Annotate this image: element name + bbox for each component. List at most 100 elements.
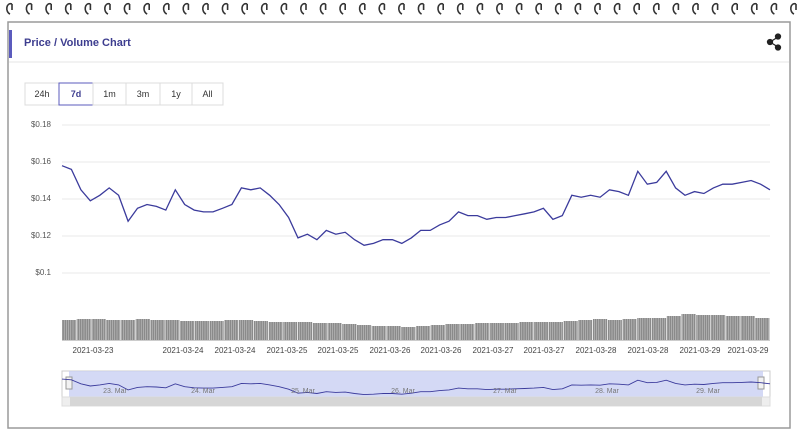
range-button[interactable]: 24h (24, 82, 60, 106)
binder-ring (652, 2, 660, 15)
volume-bar (430, 325, 445, 340)
volume-bar (150, 320, 165, 340)
x-tick-label: 2021-03-27 (473, 346, 514, 355)
price-line (61, 165, 771, 246)
button-label: All (202, 89, 212, 99)
binder-ring (202, 2, 209, 15)
binder-ring (613, 2, 621, 15)
navigator-label: 28. Mar (595, 388, 619, 395)
volume-bar (578, 320, 593, 340)
binder-ring (182, 2, 190, 15)
x-tick-label: 2021-03-26 (370, 346, 411, 355)
binder-ring (241, 2, 248, 15)
binder-ring (692, 2, 699, 15)
navigator-label: 27. Mar (493, 388, 517, 395)
volume-bar (696, 315, 711, 340)
binder-ring (162, 2, 170, 15)
volume-bar (711, 315, 726, 340)
volume-bar (165, 320, 180, 340)
binder-ring (260, 2, 268, 15)
binder-ring (574, 2, 582, 15)
y-tick-label: $0.18 (31, 120, 52, 129)
volume-bar (312, 323, 327, 340)
button-label: 1y (171, 89, 181, 99)
volume-bar (534, 322, 549, 340)
x-tick-label: 2021-03-27 (524, 346, 565, 355)
binder-ring (64, 2, 72, 15)
button-label: 1m (103, 89, 116, 99)
range-button[interactable]: 7d (58, 82, 94, 106)
range-button[interactable]: 1y (159, 82, 193, 106)
binder-ring (672, 2, 680, 15)
navigator-line (61, 378, 771, 396)
navigator-label: 25. Mar (291, 388, 315, 395)
binder-ring (731, 2, 738, 15)
button-label: 24h (34, 89, 49, 99)
volume-bar (91, 319, 106, 340)
y-tick-label: $0.1 (35, 268, 51, 277)
navigator-label: 23. Mar (103, 388, 127, 395)
range-button[interactable]: 1m (92, 82, 127, 106)
volume-bar (563, 321, 578, 340)
range-button[interactable]: 3m (125, 82, 161, 106)
binder-ring (554, 2, 562, 15)
binder-ring (750, 2, 758, 15)
volume-bar (342, 324, 357, 340)
binder-ring (515, 2, 523, 15)
binder-ring (378, 2, 386, 15)
binder-ring (25, 2, 33, 15)
navigator-label: 26. Mar (391, 388, 415, 395)
button-label: 3m (137, 89, 150, 99)
volume-bar (180, 321, 195, 340)
volume-bar (460, 324, 475, 340)
binder-ring (280, 2, 288, 15)
y-tick-label: $0.12 (31, 231, 52, 240)
button-label: 7d (71, 89, 82, 99)
volume-bar (62, 320, 77, 340)
share-icon[interactable] (766, 33, 782, 51)
scrollbar-thumb[interactable] (70, 397, 762, 406)
y-tick-label: $0.14 (31, 194, 52, 203)
binder-ring (123, 2, 131, 15)
binder-ring (711, 2, 719, 15)
binder-ring (221, 2, 229, 15)
binder-ring (319, 2, 327, 15)
binder-ring (535, 2, 542, 15)
binder-ring (339, 2, 346, 15)
button-box (191, 82, 224, 106)
navigator-label: 24. Mar (191, 388, 215, 395)
volume-bar (194, 321, 209, 340)
volume-bar (445, 324, 460, 340)
navigator-handle[interactable] (65, 376, 73, 390)
x-tick-label: 2021-03-24 (215, 346, 256, 355)
binder-ring (437, 2, 444, 15)
binder-ring (6, 2, 13, 15)
binder-ring (456, 2, 464, 15)
volume-bar (298, 322, 313, 340)
x-tick-label: 2021-03-29 (728, 346, 769, 355)
binder-ring (143, 2, 150, 15)
binder-ring (84, 2, 92, 15)
binder-ring (594, 2, 601, 15)
title-accent (9, 30, 12, 58)
binder-ring (476, 2, 484, 15)
volume-bar (652, 318, 667, 340)
x-tick-label: 2021-03-26 (421, 346, 462, 355)
y-tick-label: $0.16 (31, 157, 52, 166)
binder-ring (496, 2, 503, 15)
volume-bar (209, 321, 224, 340)
volume-bar (548, 322, 563, 340)
binder-ring (770, 2, 778, 15)
volume-bar (416, 326, 431, 340)
x-tick-label: 2021-03-24 (163, 346, 204, 355)
binder-ring (790, 2, 797, 15)
binder-ring (398, 2, 405, 15)
range-button[interactable]: All (191, 82, 224, 106)
volume-bar (681, 314, 696, 340)
x-tick-label: 2021-03-25 (267, 346, 308, 355)
navigator-label: 29. Mar (696, 388, 720, 395)
binder-ring (633, 2, 640, 15)
binder-ring (358, 2, 366, 15)
chart-title: Price / Volume Chart (24, 37, 131, 49)
navigator-selection (69, 371, 763, 397)
